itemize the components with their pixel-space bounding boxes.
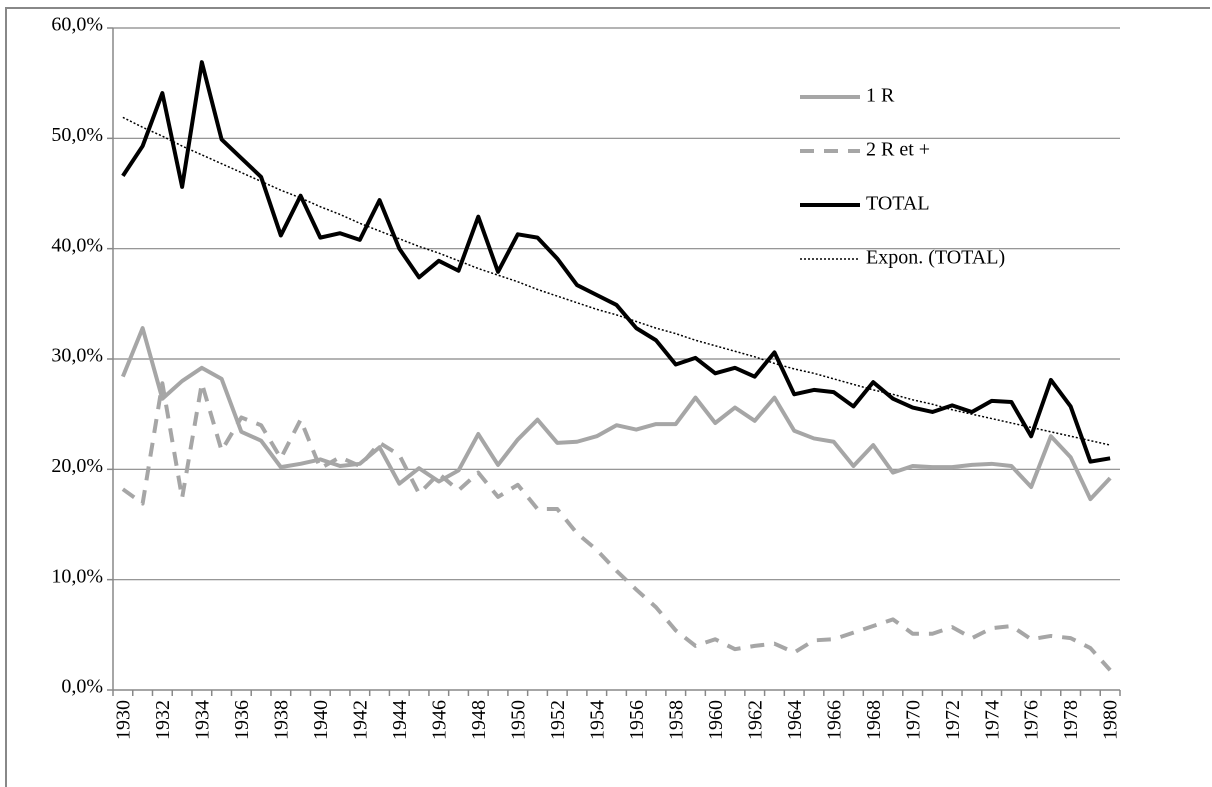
- x-tick-label: 1934: [191, 700, 213, 740]
- legend-label: 2 R et +: [866, 139, 930, 161]
- x-tick-label: 1938: [270, 700, 292, 740]
- x-tick-label: 1944: [389, 700, 411, 740]
- y-tick-label: 60,0%: [51, 14, 103, 36]
- x-tick-label: 1950: [507, 700, 529, 740]
- y-tick-label: 40,0%: [51, 234, 103, 256]
- x-tick-label: 1980: [1100, 700, 1122, 740]
- series-line: [121, 381, 1112, 672]
- x-tick-label: 1936: [231, 700, 253, 740]
- x-tick-label: 1974: [981, 700, 1003, 740]
- chart-frame: [5, 7, 1210, 787]
- x-tick-label: 1954: [586, 700, 608, 740]
- y-tick-label: 10,0%: [51, 565, 103, 587]
- x-tick-label: 1952: [547, 700, 569, 740]
- x-tick-label: 1946: [428, 700, 450, 740]
- x-tick-label: 1940: [310, 700, 332, 740]
- x-tick-label: 1970: [902, 700, 924, 740]
- x-tick-label: 1942: [349, 700, 371, 740]
- legend-label: Expon. (TOTAL): [866, 247, 1005, 269]
- y-tick-label: 0,0%: [61, 676, 103, 698]
- y-tick-label: 50,0%: [51, 124, 103, 146]
- legend-label: TOTAL: [866, 193, 930, 215]
- x-tick-label: 1976: [1021, 700, 1043, 740]
- y-tick-label: 30,0%: [51, 345, 103, 367]
- x-tick-label: 1966: [823, 700, 845, 740]
- x-tick-label: 1958: [665, 700, 687, 740]
- x-tick-label: 1962: [744, 700, 766, 740]
- x-tick-label: 1932: [152, 700, 174, 740]
- x-tick-label: 1930: [112, 700, 134, 740]
- x-tick-label: 1978: [1060, 700, 1082, 740]
- x-tick-label: 1968: [863, 700, 885, 740]
- x-tick-label: 1964: [784, 700, 806, 740]
- series-line: [122, 116, 1111, 446]
- x-tick-label: 1960: [705, 700, 727, 740]
- x-tick-label: 1948: [468, 700, 490, 740]
- series-line: [121, 326, 1112, 502]
- series-line: [121, 60, 1111, 464]
- x-tick-label: 1956: [626, 700, 648, 740]
- x-tick-label: 1972: [942, 700, 964, 740]
- legend-label: 1 R: [866, 85, 895, 107]
- y-tick-label: 20,0%: [51, 455, 103, 477]
